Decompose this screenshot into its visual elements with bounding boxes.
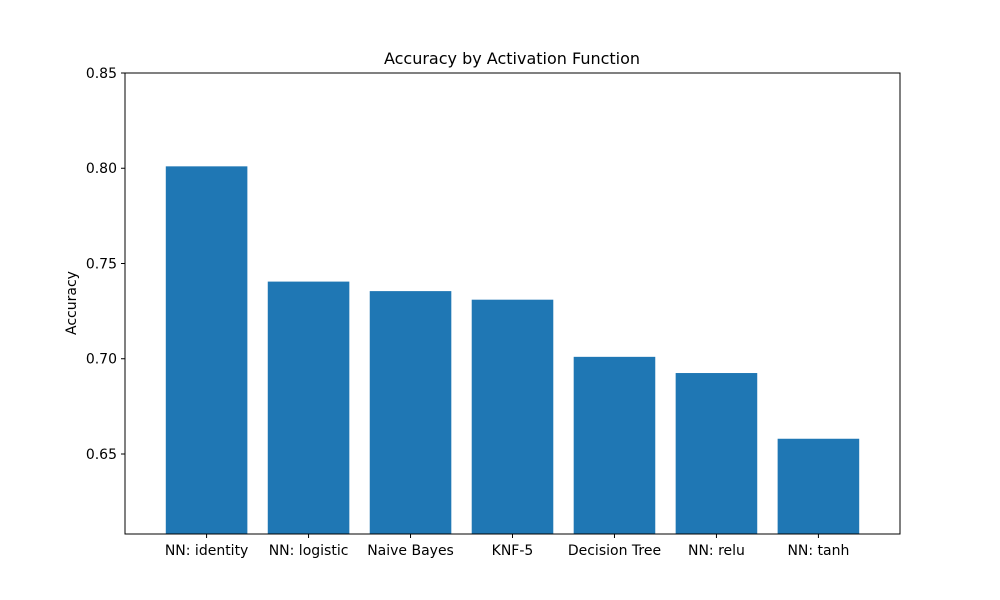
x-tick-label: NN: identity bbox=[165, 543, 249, 559]
y-tick-label: 0.70 bbox=[86, 352, 117, 368]
bar bbox=[471, 299, 554, 534]
y-axis-label: Accuracy bbox=[64, 271, 80, 335]
x-tick-label: KNF-5 bbox=[492, 543, 534, 559]
x-tick-label: NN: tanh bbox=[787, 543, 849, 559]
bar bbox=[369, 291, 452, 534]
bar bbox=[675, 373, 758, 534]
y-tick-label: 0.85 bbox=[86, 66, 117, 82]
y-tick-label: 0.65 bbox=[86, 447, 117, 463]
x-tick-label: Decision Tree bbox=[568, 543, 661, 559]
bar bbox=[165, 166, 248, 535]
x-tick-label: NN: logistic bbox=[269, 543, 349, 559]
bar bbox=[777, 438, 860, 534]
y-axis: 0.65 0.70 0.75 0.80 0.85 bbox=[86, 66, 125, 463]
x-tick-label: NN: relu bbox=[688, 543, 745, 559]
bar bbox=[573, 356, 656, 534]
y-tick-label: 0.75 bbox=[86, 256, 117, 272]
plot-frame bbox=[124, 72, 901, 535]
bars bbox=[165, 166, 860, 535]
chart-title: Accuracy by Activation Function bbox=[384, 49, 640, 68]
x-axis: NN: identity NN: logistic Naive Bayes KNF-5… bbox=[165, 534, 849, 559]
bar bbox=[267, 281, 350, 534]
x-tick-label: Naive Bayes bbox=[367, 543, 454, 559]
y-tick-label: 0.80 bbox=[86, 161, 117, 177]
